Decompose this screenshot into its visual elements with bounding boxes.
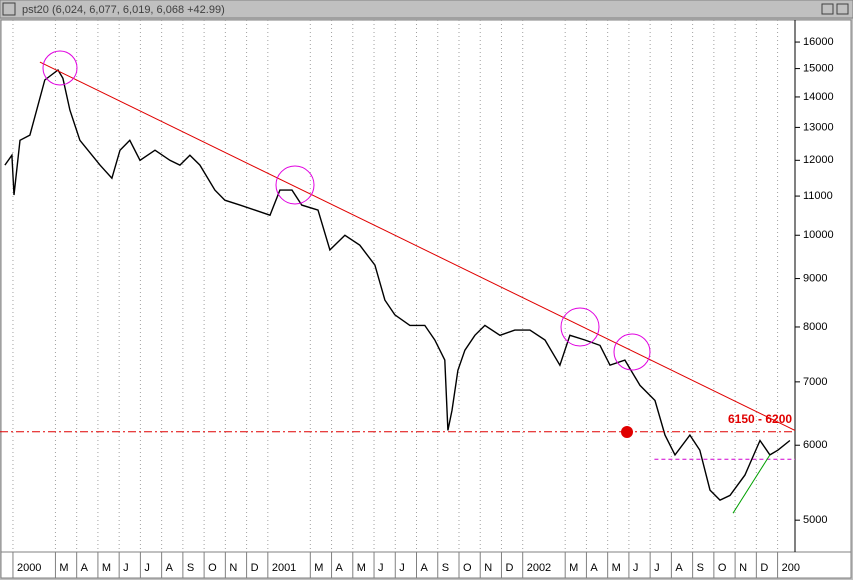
y-tick-label: 8000 <box>803 321 827 333</box>
x-axis-strip <box>0 551 852 579</box>
close-button[interactable] <box>836 3 849 15</box>
x-tick-label: O <box>463 562 472 574</box>
x-tick-label: N <box>484 562 492 574</box>
highlight-circle <box>275 165 315 205</box>
x-tick-label: A <box>166 562 174 574</box>
highlight-circle <box>560 307 600 347</box>
window-icon[interactable] <box>2 2 16 16</box>
x-tick-label: 2000 <box>17 562 41 574</box>
annotation: 6150 - 6200 <box>728 412 792 426</box>
x-tick-label: M <box>569 562 578 574</box>
y-tick-label: 15000 <box>803 62 834 74</box>
x-tick-label: J <box>144 562 150 574</box>
x-tick-label: D <box>251 562 259 574</box>
y-tick-label: 10000 <box>803 229 834 241</box>
x-tick-label: J <box>123 562 129 574</box>
x-tick-label: A <box>421 562 429 574</box>
x-tick-label: J <box>654 562 660 574</box>
marks: 5000 6000 7000 8000 9000 10000 11000 12000 13000… <box>0 20 834 578</box>
x-tick-label: S <box>442 562 449 574</box>
plot-background <box>0 19 852 553</box>
y-tick-label: 5000 <box>803 514 827 526</box>
x-tick-label: A <box>81 562 89 574</box>
x-tick-label: M <box>102 562 111 574</box>
x-tick-label: A <box>675 562 683 574</box>
x-tick-label: A <box>336 562 344 574</box>
x-tick-label: J <box>399 562 405 574</box>
y-tick-label: 11000 <box>803 190 833 202</box>
trend-line <box>732 454 771 514</box>
x-tick-label: J <box>633 562 639 574</box>
highlight-circle <box>613 333 651 371</box>
maximize-button[interactable] <box>821 3 834 15</box>
x-tick-label: 200 <box>782 562 800 574</box>
y-tick-label: 7000 <box>803 376 827 388</box>
x-tick-label: S <box>697 562 704 574</box>
x-tick-label: 2001 <box>272 562 296 574</box>
y-tick-label: 9000 <box>803 272 827 284</box>
y-tick-label: 14000 <box>803 91 834 103</box>
trend-line <box>39 61 796 431</box>
x-tick-label: M <box>357 562 366 574</box>
price-line <box>4 68 791 501</box>
x-tick-label: 2002 <box>527 562 551 574</box>
x-tick-label: J <box>378 562 384 574</box>
x-tick-label: O <box>208 562 217 574</box>
y-tick-label: 16000 <box>803 36 834 48</box>
x-tick-label: N <box>739 562 747 574</box>
x-tick-label: M <box>612 562 621 574</box>
x-tick-label: N <box>229 562 237 574</box>
y-tick-label: 6000 <box>803 439 827 451</box>
highlight-circle <box>42 50 78 86</box>
x-tick-label: D <box>760 562 768 574</box>
x-tick-label: S <box>187 562 194 574</box>
x-tick-label: O <box>718 562 727 574</box>
x-tick-label: D <box>505 562 513 574</box>
x-tick-label: A <box>590 562 598 574</box>
y-tick-label: 13000 <box>803 121 834 133</box>
title-bar <box>0 0 853 19</box>
y-tick-label: 12000 <box>803 154 834 166</box>
x-tick-label: M <box>314 562 323 574</box>
marker-icon <box>621 426 633 438</box>
x-tick-label: M <box>59 562 68 574</box>
window-title: pst20 (6,024, 6,077, 6,019, 6,068 +42.99… <box>22 4 225 16</box>
